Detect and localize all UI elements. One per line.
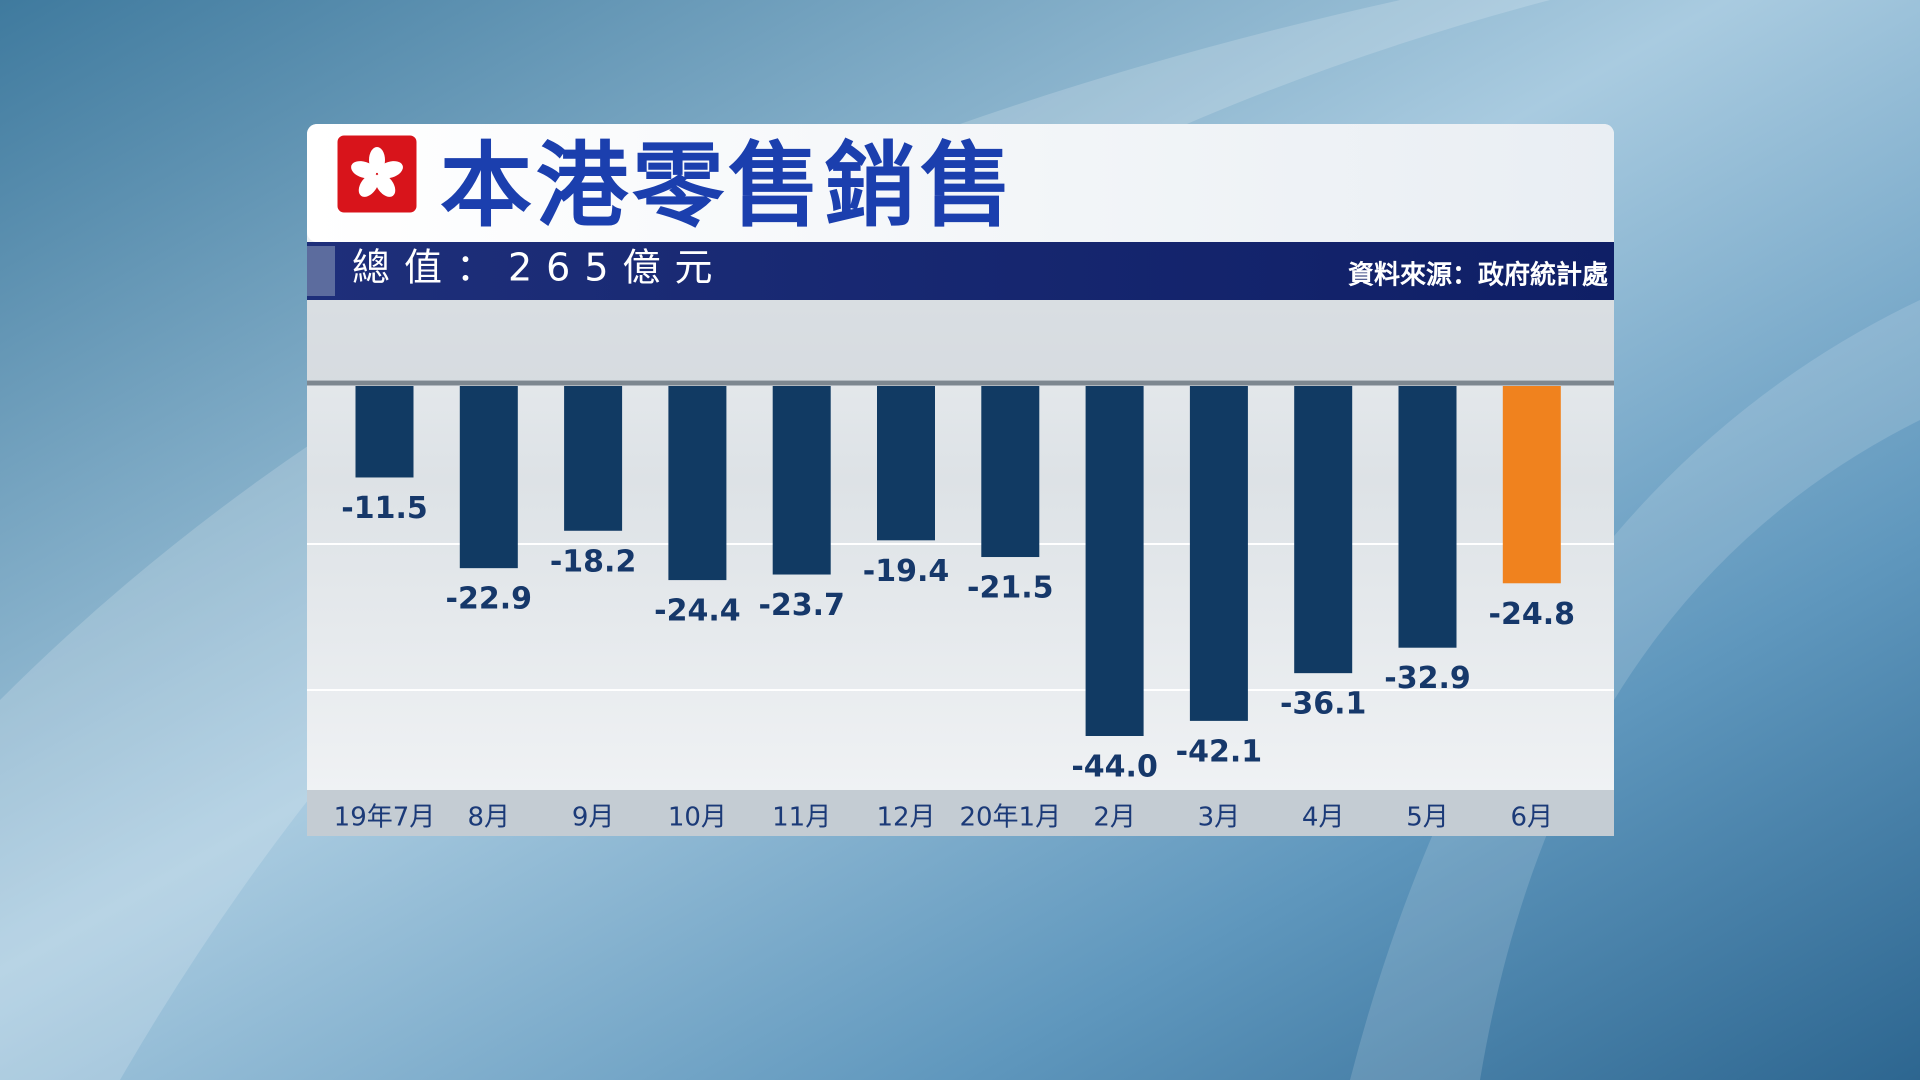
bar bbox=[772, 386, 831, 575]
chart-subtitle: 總值：265億元 bbox=[352, 246, 727, 290]
x-tick-label: 8月 bbox=[468, 803, 511, 833]
x-tick-label: 10月 bbox=[668, 803, 727, 833]
data-label: -11.5 bbox=[341, 491, 427, 526]
x-tick-label: 11月 bbox=[772, 803, 831, 833]
subtitle-accent bbox=[307, 246, 335, 296]
data-label: -18.2 bbox=[550, 544, 636, 579]
x-tick-label: 5月 bbox=[1406, 803, 1449, 833]
subtitle-band bbox=[307, 242, 1614, 300]
data-label: -21.5 bbox=[967, 571, 1053, 606]
bar bbox=[668, 386, 727, 581]
category-band bbox=[307, 790, 1614, 836]
data-label: -22.9 bbox=[446, 582, 532, 617]
data-label: -44.0 bbox=[1071, 750, 1157, 785]
chart-top-band bbox=[307, 300, 1614, 380]
data-label: -23.7 bbox=[758, 588, 844, 623]
bar bbox=[981, 386, 1040, 558]
bar bbox=[355, 386, 414, 478]
bar bbox=[1502, 386, 1561, 584]
bar bbox=[877, 386, 935, 541]
x-tick-label: 19年7月 bbox=[334, 803, 436, 833]
data-label: -36.1 bbox=[1280, 687, 1366, 722]
x-tick-label: 6月 bbox=[1511, 803, 1554, 833]
x-tick-label: 3月 bbox=[1198, 803, 1241, 833]
x-tick-label: 4月 bbox=[1302, 803, 1345, 833]
data-label: -32.9 bbox=[1384, 661, 1470, 696]
bar bbox=[564, 386, 623, 531]
title-band bbox=[307, 124, 1614, 242]
data-label: -42.1 bbox=[1176, 734, 1262, 769]
bar bbox=[1189, 386, 1248, 721]
bar bbox=[1085, 386, 1144, 736]
data-label: -24.8 bbox=[1489, 597, 1575, 632]
data-label: -24.4 bbox=[654, 594, 740, 629]
bar bbox=[1398, 386, 1457, 648]
x-tick-label: 2月 bbox=[1093, 803, 1136, 833]
x-tick-label: 9月 bbox=[572, 803, 615, 833]
data-label: -19.4 bbox=[863, 554, 949, 589]
background-swoosh bbox=[1350, 300, 1920, 1080]
logo bbox=[334, 132, 420, 216]
x-tick-label: 20年1月 bbox=[959, 803, 1061, 833]
bar bbox=[1294, 386, 1353, 674]
x-tick-label: 12月 bbox=[876, 803, 935, 833]
source: 資料來源：政府統計處 bbox=[1348, 260, 1608, 291]
bar bbox=[459, 386, 518, 569]
chart-title: 本港零售銷售 bbox=[440, 132, 1016, 239]
